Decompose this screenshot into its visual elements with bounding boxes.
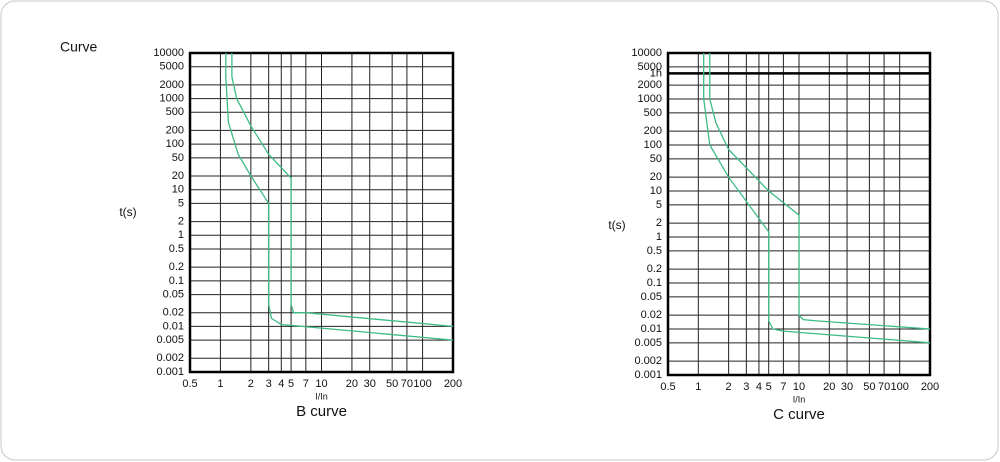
y-tick-label: 0.002 xyxy=(634,355,662,367)
x-tick-label: 70 xyxy=(878,381,890,393)
x-tick-label: 2 xyxy=(726,381,732,393)
y-tick-label: 0.01 xyxy=(163,320,184,332)
y-tick-label: 0.05 xyxy=(641,291,662,303)
plot-frame xyxy=(188,51,455,374)
y-tick-label: 0.002 xyxy=(156,352,184,364)
x-tick-label: 1 xyxy=(217,378,223,390)
x-tick-label: 100 xyxy=(891,381,909,393)
x-tick-label: 100 xyxy=(413,378,431,390)
y-tick-label: 1 xyxy=(656,231,662,243)
y-tick-label: 10000 xyxy=(153,47,184,59)
y-tick-label: 2000 xyxy=(160,79,184,91)
x-tick-label: 0.5 xyxy=(660,381,675,393)
x-axis-label: I/In xyxy=(793,394,806,404)
y-tick-label: 5000 xyxy=(638,61,662,73)
x-tick-label: 5 xyxy=(288,378,294,390)
y-tick-label: 0.005 xyxy=(634,337,662,349)
y-tick-label: 20 xyxy=(650,171,662,183)
y-tick-label: 50 xyxy=(650,153,662,165)
y-tick-label: 1h xyxy=(650,67,662,79)
y-axis-label: t(s) xyxy=(608,218,625,232)
curve xyxy=(231,53,454,328)
y-tick-label: 0.01 xyxy=(641,323,662,335)
y-tick-label: 1 xyxy=(178,229,184,241)
y-tick-label: 100 xyxy=(166,138,184,150)
y-tick-label: 0.05 xyxy=(163,288,184,300)
y-tick-label: 0.02 xyxy=(641,309,662,321)
y-tick-label: 0.2 xyxy=(647,263,662,275)
chart-title: B curve xyxy=(296,403,347,420)
x-tick-label: 7 xyxy=(303,378,309,390)
y-tick-label: 0.5 xyxy=(169,243,184,255)
x-tick-label: 5 xyxy=(766,381,772,393)
y-tick-label: 0.2 xyxy=(169,261,184,273)
y-tick-label: 2000 xyxy=(638,79,662,91)
y-tick-label: 0.5 xyxy=(647,245,662,257)
y-tick-label: 500 xyxy=(644,107,662,119)
x-tick-label: 30 xyxy=(841,381,853,393)
x-tick-label: 4 xyxy=(278,378,284,390)
y-axis-label: t(s) xyxy=(119,205,136,219)
y-tick-label: 1000 xyxy=(160,92,184,104)
y-tick-label: 0.001 xyxy=(634,369,662,381)
y-tick-label: 100 xyxy=(644,139,662,151)
corner-label: Curve xyxy=(60,39,98,55)
y-tick-label: 0.005 xyxy=(156,334,184,346)
x-tick-label: 50 xyxy=(863,381,875,393)
x-tick-label: 10 xyxy=(315,378,327,390)
y-tick-label: 2 xyxy=(656,217,662,229)
y-tick-label: 10 xyxy=(172,184,184,196)
x-tick-label: 0.5 xyxy=(182,378,197,390)
x-tick-label: 1 xyxy=(695,381,701,393)
x-tick-label: 200 xyxy=(444,378,462,390)
y-tick-label: 5000 xyxy=(160,61,184,73)
x-tick-label: 4 xyxy=(756,381,762,393)
y-tick-label: 5 xyxy=(178,197,184,209)
y-tick-label: 500 xyxy=(166,106,184,118)
x-tick-label: 50 xyxy=(386,378,398,390)
x-tick-label: 10 xyxy=(793,381,805,393)
y-tick-label: 5 xyxy=(656,199,662,211)
x-tick-label: 70 xyxy=(401,378,413,390)
curve xyxy=(709,53,931,330)
x-tick-label: 20 xyxy=(823,381,835,393)
y-tick-label: 20 xyxy=(172,170,184,182)
x-tick-label: 3 xyxy=(743,381,749,393)
curve xyxy=(703,53,931,344)
y-tick-label: 200 xyxy=(166,124,184,136)
y-tick-label: 2 xyxy=(178,215,184,227)
y-tick-label: 50 xyxy=(172,152,184,164)
x-axis-label: I/In xyxy=(315,391,328,401)
curve xyxy=(225,53,454,341)
x-tick-label: 20 xyxy=(346,378,358,390)
x-tick-label: 7 xyxy=(780,381,786,393)
y-tick-label: 10000 xyxy=(631,47,662,59)
chart-title: C curve xyxy=(773,406,825,423)
x-tick-label: 2 xyxy=(248,378,254,390)
y-tick-label: 0.02 xyxy=(163,307,184,319)
y-tick-label: 0.001 xyxy=(156,366,184,378)
y-tick-label: 1000 xyxy=(638,93,662,105)
x-tick-label: 30 xyxy=(364,378,376,390)
plot-frame xyxy=(666,51,932,377)
x-tick-label: 200 xyxy=(921,381,939,393)
y-tick-label: 200 xyxy=(644,125,662,137)
y-tick-label: 0.1 xyxy=(169,275,184,287)
y-tick-label: 10 xyxy=(650,185,662,197)
y-tick-label: 0.1 xyxy=(647,277,662,289)
x-tick-label: 3 xyxy=(266,378,272,390)
